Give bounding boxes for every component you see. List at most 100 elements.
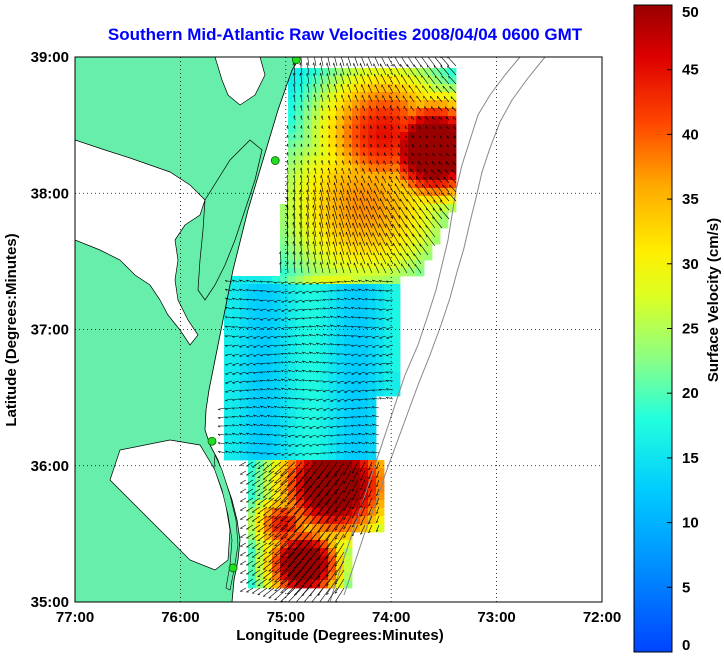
velocity-cell (264, 500, 273, 509)
velocity-arrow-head (295, 310, 298, 312)
velocity-arrow (280, 479, 296, 494)
velocity-arrow-head (302, 360, 305, 363)
velocity-arrow-head (238, 298, 242, 301)
velocity-cell (296, 468, 305, 477)
velocity-arrow (368, 488, 373, 497)
velocity-arrow-head (444, 169, 446, 172)
velocity-cell (224, 292, 233, 301)
velocity-arrow-head (440, 65, 442, 68)
velocity-cell (320, 140, 329, 149)
velocity-arrow (321, 105, 324, 112)
velocity-cell (240, 388, 249, 397)
velocity-arrow (317, 524, 331, 542)
velocity-cell (232, 292, 241, 301)
velocity-arrow-head (364, 390, 368, 392)
velocity-cell (280, 244, 289, 253)
velocity-arrow-head (313, 182, 315, 185)
velocity-cell (264, 340, 273, 349)
velocity-arrow-head (360, 505, 363, 508)
velocity-arrow-head (273, 362, 277, 365)
velocity-arrow (396, 105, 401, 112)
velocity-cell (400, 188, 409, 197)
velocity-cell (304, 380, 313, 389)
velocity-arrow (260, 396, 268, 400)
velocity-arrow-head (444, 106, 447, 110)
velocity-arrow (326, 506, 338, 523)
velocity-arrow (402, 95, 408, 103)
velocity-cell (424, 148, 433, 157)
velocity-cell (352, 156, 361, 165)
velocity-arrow-head (299, 189, 301, 193)
velocity-cell (312, 516, 321, 525)
velocity-cell (336, 292, 345, 301)
velocity-arrow (315, 452, 324, 454)
velocity-cell (328, 292, 337, 301)
velocity-arrow (424, 168, 429, 175)
velocity-cell (360, 276, 369, 285)
velocity-arrow (307, 94, 310, 103)
velocity-cell (328, 364, 337, 373)
velocity-arrow (437, 96, 443, 103)
velocity-arrow-head (319, 262, 322, 265)
velocity-cell (264, 572, 273, 581)
velocity-arrow (438, 161, 443, 166)
velocity-arrow (319, 231, 324, 247)
velocity-arrow (295, 388, 303, 391)
velocity-arrow-head (371, 318, 375, 320)
velocity-arrow (286, 204, 289, 220)
velocity-arrow-head (378, 299, 382, 302)
velocity-arrow-head (333, 83, 335, 87)
velocity-cell (352, 148, 361, 157)
velocity-arrow (317, 533, 331, 551)
velocity-arrow (313, 182, 317, 193)
velocity-arrow (361, 94, 366, 103)
velocity-cell (384, 372, 393, 381)
velocity-arrow (386, 335, 394, 339)
velocity-arrow (287, 470, 303, 487)
velocity-arrow (450, 96, 457, 103)
velocity-arrow (379, 280, 387, 283)
velocity-cell (440, 212, 449, 221)
velocity-cell (432, 172, 441, 181)
velocity-arrow (327, 83, 331, 94)
velocity-cell (280, 412, 289, 421)
velocity-arrow (333, 251, 338, 265)
velocity-arrow-head (302, 301, 305, 303)
velocity-cell (280, 260, 289, 269)
velocity-arrow (246, 551, 254, 557)
velocity-arrow-head (365, 441, 368, 444)
velocity-cell (352, 292, 361, 301)
velocity-arrow (317, 569, 331, 587)
velocity-arrow (314, 175, 317, 184)
velocity-arrow (365, 307, 373, 310)
velocity-cell (248, 428, 257, 437)
velocity-arrow-head (280, 510, 284, 512)
velocity-arrow-head (343, 473, 346, 476)
velocity-cell (392, 380, 401, 389)
velocity-cell (400, 132, 409, 141)
velocity-arrow-head (309, 594, 313, 597)
velocity-cell (256, 492, 265, 501)
velocity-arrow-head (309, 495, 313, 498)
velocity-arrow (334, 470, 345, 486)
velocity-arrow (339, 231, 345, 247)
velocity-cell (352, 204, 361, 213)
velocity-cell (304, 116, 313, 125)
outer-banks (213, 453, 239, 591)
velocity-cell (272, 556, 281, 565)
velocity-arrow (225, 433, 233, 436)
velocity-cell (264, 428, 273, 437)
velocity-arrow-head (252, 299, 256, 302)
velocity-arrow (232, 432, 240, 436)
velocity-cell (288, 548, 297, 557)
velocity-cell (248, 300, 257, 309)
velocity-cell (312, 180, 321, 189)
velocity-arrow (386, 396, 394, 400)
velocity-arrow (309, 360, 317, 364)
velocity-arrow-head (299, 251, 301, 255)
velocity-cell (376, 92, 385, 101)
velocity-cell (264, 460, 273, 469)
velocity-cell (432, 100, 441, 109)
velocity-arrow (386, 63, 394, 76)
velocity-cell (376, 236, 385, 245)
